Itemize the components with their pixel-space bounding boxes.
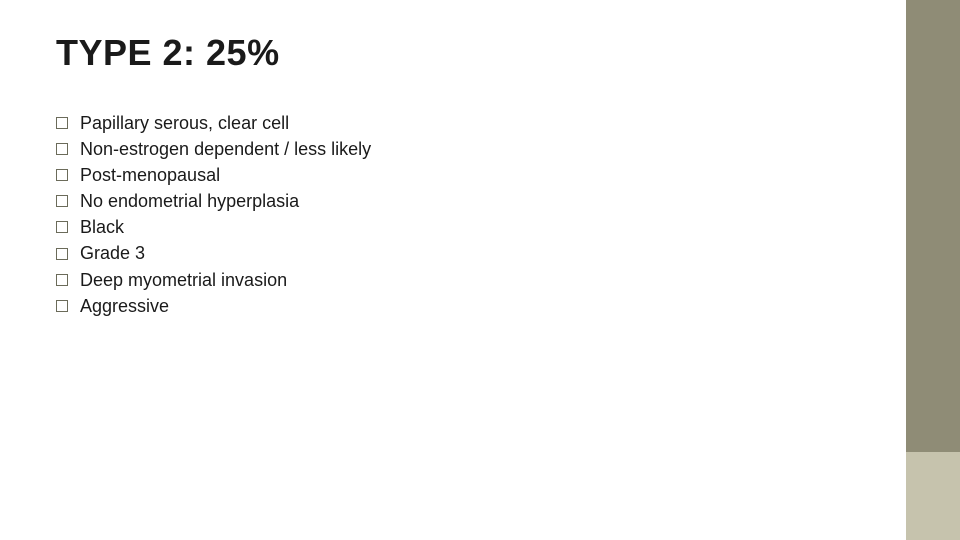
bullet-text: Grade 3: [80, 240, 145, 266]
slide: TYPE 2: 25% Papillary serous, clear cell…: [0, 0, 960, 540]
bullet-text: Aggressive: [80, 293, 169, 319]
bullet-text: Papillary serous, clear cell: [80, 110, 289, 136]
checkbox-icon: [56, 169, 68, 181]
list-item: Non-estrogen dependent / less likely: [56, 136, 904, 162]
checkbox-icon: [56, 300, 68, 312]
bullet-text: Non-estrogen dependent / less likely: [80, 136, 371, 162]
bullet-text: Deep myometrial invasion: [80, 267, 287, 293]
list-item: No endometrial hyperplasia: [56, 188, 904, 214]
list-item: Black: [56, 214, 904, 240]
bullet-text: No endometrial hyperplasia: [80, 188, 299, 214]
accent-bar-top: [906, 0, 960, 452]
list-item: Aggressive: [56, 293, 904, 319]
bullet-text: Black: [80, 214, 124, 240]
list-item: Post-menopausal: [56, 162, 904, 188]
checkbox-icon: [56, 195, 68, 207]
accent-bar-bottom: [906, 452, 960, 540]
checkbox-icon: [56, 221, 68, 233]
checkbox-icon: [56, 117, 68, 129]
list-item: Deep myometrial invasion: [56, 267, 904, 293]
checkbox-icon: [56, 274, 68, 286]
list-item: Grade 3: [56, 240, 904, 266]
bullet-text: Post-menopausal: [80, 162, 220, 188]
checkbox-icon: [56, 143, 68, 155]
bullet-list: Papillary serous, clear cell Non-estroge…: [56, 110, 904, 319]
list-item: Papillary serous, clear cell: [56, 110, 904, 136]
accent-bar: [906, 0, 960, 540]
checkbox-icon: [56, 248, 68, 260]
slide-title: TYPE 2: 25%: [56, 32, 904, 74]
